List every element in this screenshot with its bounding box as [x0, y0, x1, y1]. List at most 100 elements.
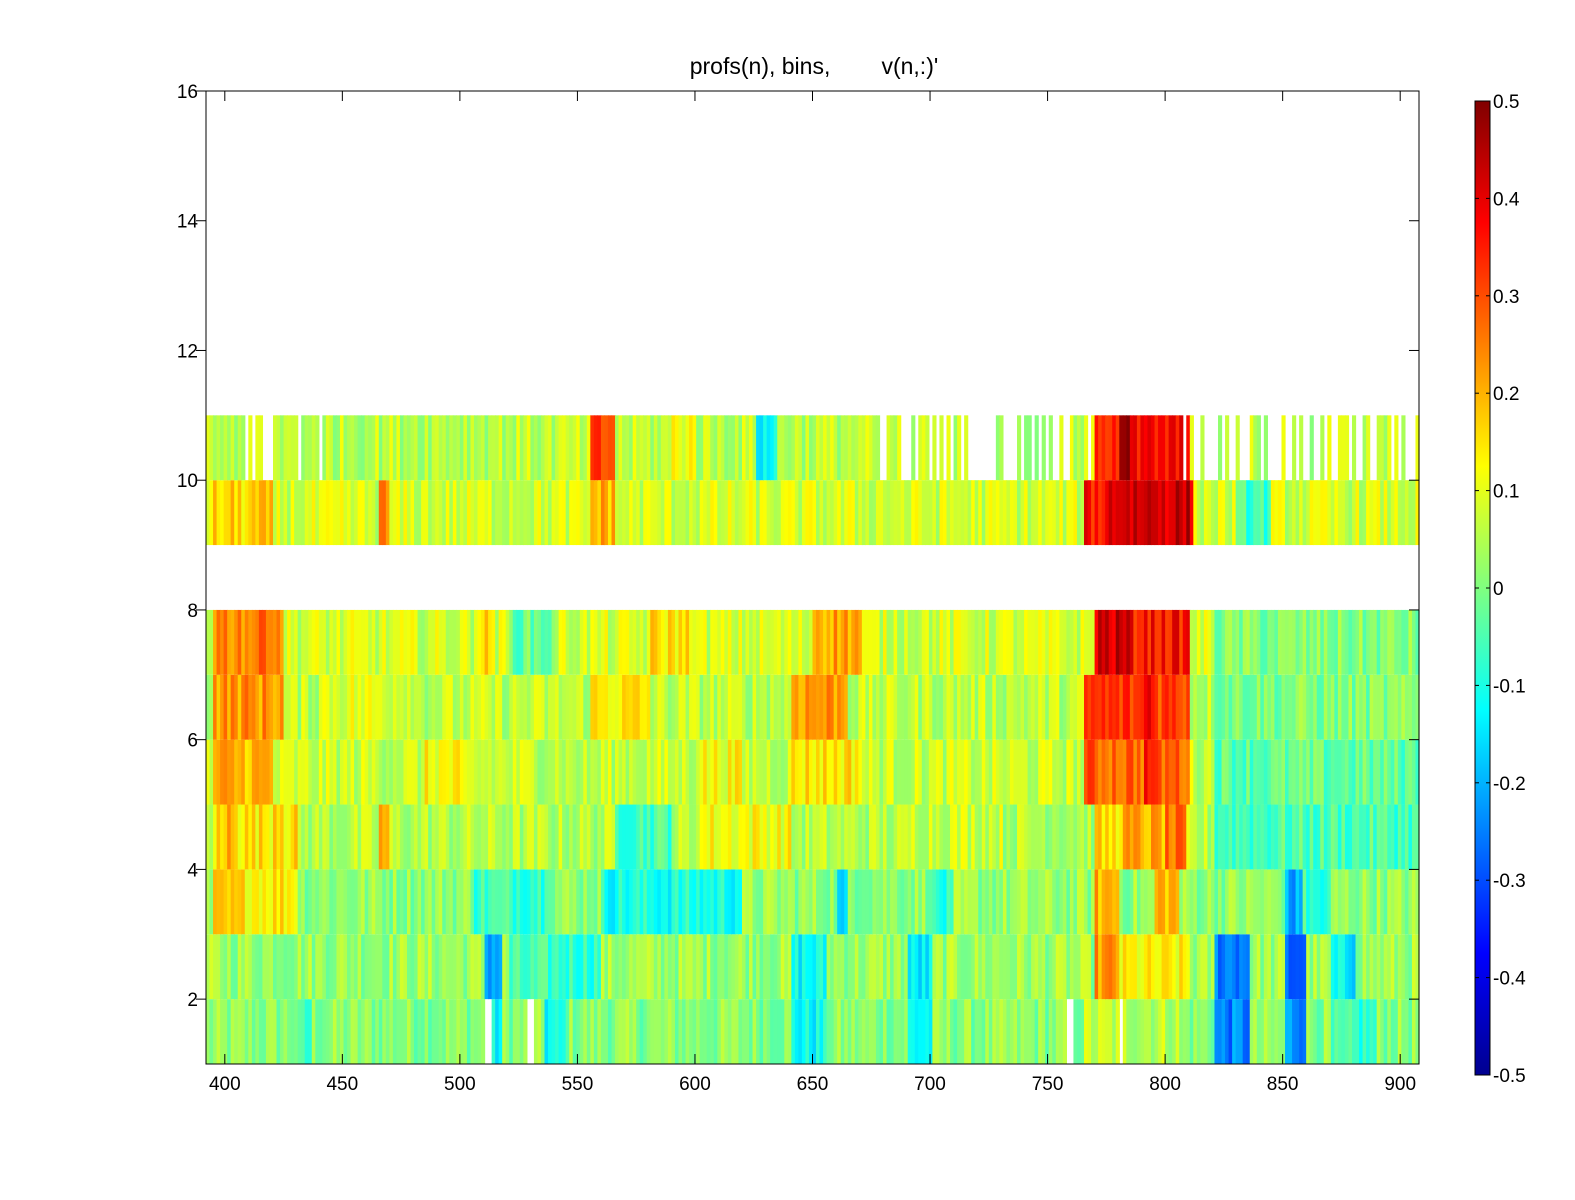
- heatmap-cell: [1020, 609, 1025, 675]
- heatmap-cell: [424, 415, 429, 481]
- heatmap-cell: [241, 480, 246, 546]
- heatmap-cell: [322, 739, 327, 805]
- heatmap-cell: [1203, 480, 1209, 546]
- heatmap-cell: [526, 415, 532, 481]
- heatmap-cell: [477, 480, 482, 546]
- heatmap-cell: [1263, 739, 1268, 805]
- heatmap-cell: [273, 739, 278, 805]
- heatmap-cell: [667, 739, 673, 805]
- heatmap-cell: [1309, 934, 1314, 1000]
- heatmap-cell: [939, 739, 944, 805]
- heatmap-cell: [375, 609, 380, 675]
- heatmap-cell: [206, 674, 211, 740]
- heatmap-cell: [336, 609, 341, 675]
- heatmap-cell: [1147, 869, 1152, 935]
- heatmap-cell: [978, 674, 983, 740]
- heatmap-cell: [428, 869, 433, 935]
- heatmap-cell: [858, 609, 863, 675]
- heatmap-cell: [234, 999, 239, 1064]
- heatmap-cell: [883, 934, 888, 1000]
- heatmap-cell: [752, 674, 757, 740]
- heatmap-cell: [957, 480, 962, 546]
- heatmap-cell: [696, 999, 701, 1064]
- heatmap-cell: [819, 869, 824, 935]
- heatmap-cell: [713, 999, 718, 1064]
- heatmap-cell: [1059, 999, 1064, 1064]
- heatmap-cell: [597, 934, 602, 1000]
- heatmap-cell: [1214, 674, 1219, 740]
- heatmap-cell: [1129, 804, 1134, 870]
- heatmap-cell: [660, 739, 666, 805]
- heatmap-cell: [343, 999, 348, 1064]
- heatmap-cell: [826, 480, 831, 546]
- heatmap-cell: [301, 869, 306, 935]
- heatmap-cell: [689, 415, 694, 481]
- bin-row-5: [206, 739, 1420, 805]
- heatmap-cell: [280, 869, 285, 935]
- bin-row-6: [206, 674, 1420, 740]
- heatmap-cell: [1172, 415, 1177, 481]
- heatmap-cell: [1288, 609, 1293, 675]
- heatmap-cell: [1013, 804, 1018, 870]
- heatmap-cell: [301, 999, 306, 1064]
- heatmap-cell: [801, 674, 807, 740]
- heatmap-cell: [368, 609, 373, 675]
- heatmap-cell: [579, 609, 584, 675]
- heatmap-cell: [770, 804, 775, 870]
- heatmap-cell: [893, 609, 898, 675]
- heatmap-cell: [442, 480, 447, 546]
- heatmap-cell: [664, 609, 669, 675]
- heatmap-cell: [837, 739, 842, 805]
- heatmap-cell: [636, 999, 641, 1064]
- heatmap-cell: [1246, 869, 1251, 935]
- heatmap-cell: [1161, 934, 1166, 1000]
- heatmap-cell: [629, 739, 634, 805]
- heatmap-cell: [343, 804, 348, 870]
- heatmap-cell: [650, 934, 655, 1000]
- heatmap-cell: [583, 869, 588, 935]
- heatmap-cell: [354, 999, 359, 1064]
- heatmap-cell: [615, 609, 620, 675]
- heatmap-cell: [262, 480, 267, 546]
- heatmap-cell: [311, 609, 316, 675]
- heatmap-cell: [438, 934, 443, 1000]
- heatmap-cell: [1235, 480, 1240, 546]
- heatmap-cell: [1330, 739, 1335, 805]
- heatmap-cell: [1193, 739, 1198, 805]
- heatmap-cell: [1073, 869, 1078, 935]
- heatmap-cell: [442, 999, 447, 1064]
- heatmap-cell: [230, 934, 235, 1000]
- heatmap-cell: [639, 999, 644, 1064]
- heatmap-cell: [1210, 869, 1216, 935]
- heatmap-cell: [770, 999, 775, 1064]
- heatmap-cell: [332, 869, 338, 935]
- heatmap-cell: [1309, 415, 1314, 481]
- heatmap-cell: [332, 480, 338, 546]
- heatmap-cell: [509, 869, 514, 935]
- heatmap-cell: [1348, 674, 1353, 740]
- heatmap-cell: [283, 999, 288, 1064]
- heatmap-cell: [1175, 609, 1180, 675]
- heatmap-cell: [371, 804, 376, 870]
- heatmap-cell: [685, 999, 690, 1064]
- heatmap-cell: [473, 415, 479, 481]
- heatmap-cell: [921, 609, 926, 675]
- heatmap-cell: [421, 415, 426, 481]
- colorbar-tick-label: 0: [1493, 579, 1504, 600]
- heatmap-cell: [1260, 934, 1265, 1000]
- heatmap-cell: [294, 609, 299, 675]
- heatmap-cell: [287, 804, 292, 870]
- heatmap-cell: [322, 609, 327, 675]
- heatmap-cell: [1408, 609, 1413, 675]
- heatmap-cell: [347, 934, 352, 1000]
- heatmap-cell: [911, 934, 916, 1000]
- heatmap-cell: [1009, 739, 1015, 805]
- heatmap-cell: [227, 480, 232, 546]
- heatmap-cell: [481, 999, 486, 1064]
- heatmap-cell: [660, 999, 666, 1064]
- heatmap-cell: [283, 415, 288, 481]
- heatmap-cell: [1154, 934, 1159, 1000]
- heatmap-cell: [837, 869, 842, 935]
- heatmap-cell: [974, 609, 979, 675]
- heatmap-cell: [329, 934, 334, 1000]
